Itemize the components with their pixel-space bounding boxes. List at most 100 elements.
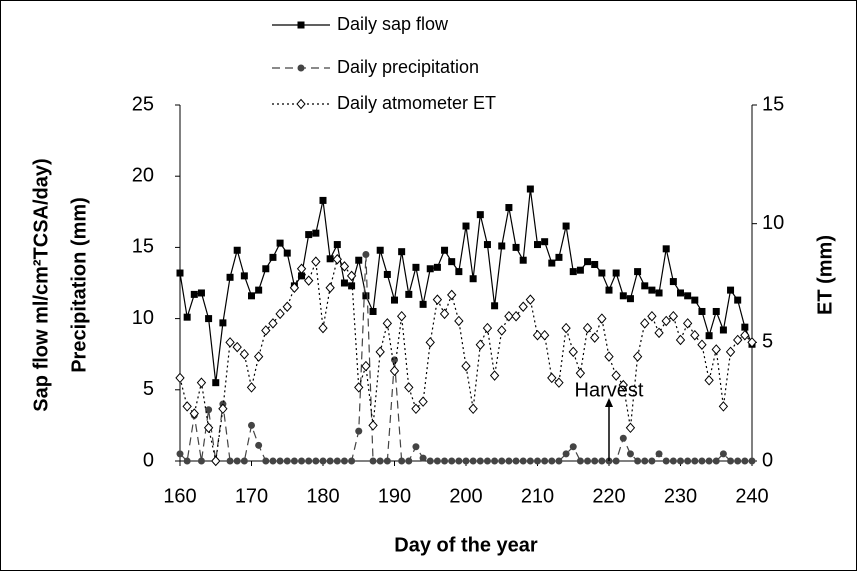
marker <box>697 339 707 350</box>
marker <box>576 266 584 274</box>
marker <box>690 329 700 341</box>
marker <box>441 246 449 254</box>
marker <box>298 457 306 465</box>
marker <box>705 457 713 465</box>
y2-tick-label: 5 <box>762 331 773 353</box>
marker <box>682 318 693 329</box>
marker <box>661 315 671 327</box>
marker <box>253 351 264 362</box>
marker <box>268 318 278 329</box>
marker <box>591 260 599 268</box>
marker <box>398 248 406 256</box>
marker <box>461 360 471 372</box>
marker <box>547 372 557 384</box>
marker <box>711 344 721 355</box>
marker <box>626 450 634 458</box>
marker <box>182 401 192 412</box>
x-axis-label: Day of the year <box>394 534 538 556</box>
marker <box>597 313 607 324</box>
marker <box>462 457 470 465</box>
series <box>176 251 756 465</box>
marker <box>219 319 227 327</box>
marker <box>354 382 364 393</box>
marker <box>518 301 528 312</box>
x-tick-label: 170 <box>235 485 268 507</box>
marker <box>246 382 257 393</box>
marker <box>468 403 478 415</box>
marker <box>305 457 313 465</box>
marker <box>619 292 627 300</box>
marker <box>296 98 306 110</box>
marker <box>376 457 384 465</box>
marker <box>498 242 506 250</box>
marker <box>718 401 729 412</box>
marker <box>483 241 491 249</box>
marker <box>218 403 228 415</box>
marker <box>555 457 563 465</box>
marker <box>355 256 363 264</box>
marker <box>534 457 541 465</box>
marker <box>483 457 491 465</box>
marker <box>240 457 248 465</box>
marker <box>418 396 428 407</box>
y-tick-label: 25 <box>132 93 154 115</box>
marker <box>476 211 484 219</box>
marker <box>269 253 277 261</box>
marker <box>432 294 443 305</box>
x-tick-label: 230 <box>664 485 697 507</box>
marker <box>405 457 413 465</box>
marker <box>205 406 213 414</box>
marker <box>526 185 534 193</box>
marker <box>576 457 584 465</box>
y2-tick-label: 0 <box>762 449 773 471</box>
marker <box>591 457 599 465</box>
marker <box>447 289 457 301</box>
marker <box>375 346 385 358</box>
marker <box>318 322 328 334</box>
marker <box>469 275 477 283</box>
marker <box>326 255 334 263</box>
marker <box>648 457 656 465</box>
marker <box>325 282 335 293</box>
marker <box>476 457 484 465</box>
marker <box>361 360 371 372</box>
marker <box>727 286 735 294</box>
marker <box>698 307 706 315</box>
marker <box>312 457 320 465</box>
marker <box>276 457 284 465</box>
marker <box>584 457 592 465</box>
marker <box>677 457 684 465</box>
marker <box>232 341 242 353</box>
legend-label: Daily sap flow <box>337 14 449 34</box>
marker <box>590 332 600 343</box>
marker <box>448 258 456 266</box>
marker <box>176 269 184 277</box>
marker <box>505 204 513 212</box>
y2-tick-label: 15 <box>762 93 784 115</box>
marker <box>541 457 549 465</box>
marker <box>183 457 191 465</box>
marker <box>391 296 398 304</box>
y-tick-label: 15 <box>132 236 154 258</box>
marker <box>255 441 263 449</box>
marker <box>462 222 470 230</box>
marker <box>640 318 650 329</box>
marker <box>482 322 493 334</box>
x-tick-label: 200 <box>449 485 482 507</box>
marker <box>304 275 314 286</box>
marker <box>532 329 543 341</box>
marker <box>612 269 620 277</box>
marker <box>655 289 663 297</box>
x-tick-label: 240 <box>735 485 768 507</box>
series-line <box>179 258 753 462</box>
series <box>175 254 757 467</box>
marker <box>634 268 642 276</box>
marker <box>691 457 699 465</box>
marker <box>225 337 235 348</box>
marker <box>491 302 499 310</box>
marker <box>539 329 550 341</box>
marker <box>255 286 263 294</box>
marker <box>662 457 670 465</box>
